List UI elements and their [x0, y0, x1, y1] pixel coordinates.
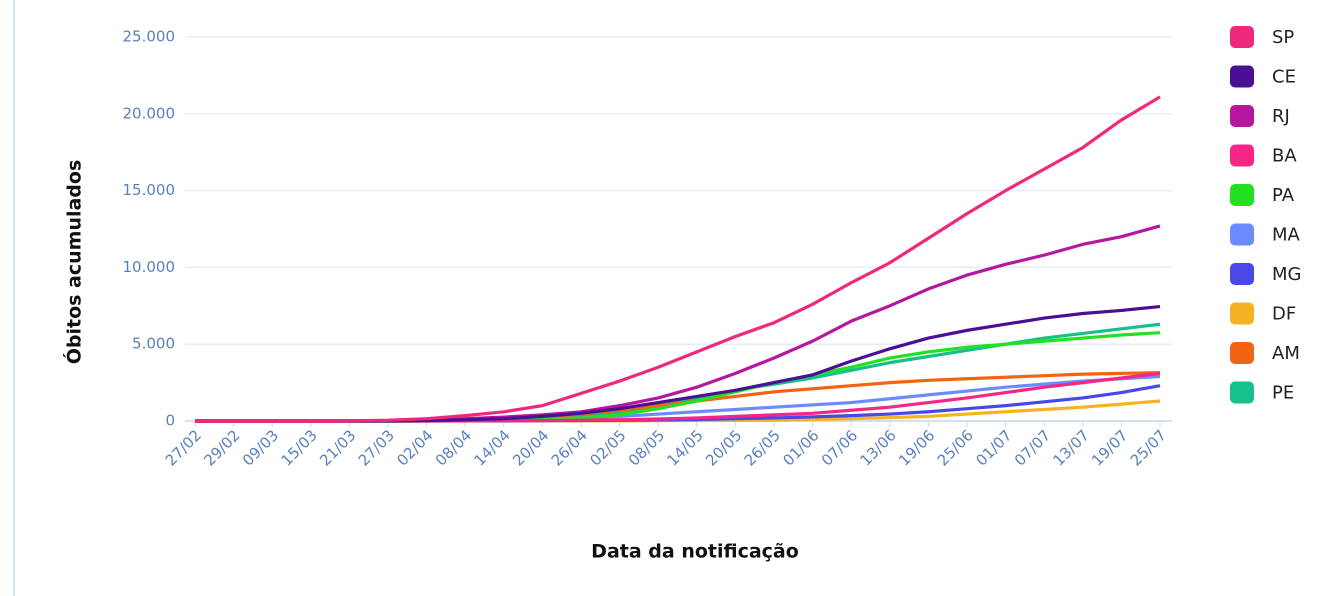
x-tick-label: 26/04	[548, 426, 591, 469]
y-axis-title: Óbitos acumulados	[62, 160, 86, 365]
legend-label: MA	[1272, 225, 1301, 246]
legend-label: PA	[1272, 185, 1295, 206]
legend-swatch	[1230, 302, 1254, 325]
x-tick-label: 07/06	[818, 426, 861, 469]
legend-swatch	[1230, 381, 1254, 404]
legend-label: MG	[1272, 264, 1301, 285]
x-tick-label: 13/07	[1050, 426, 1093, 469]
x-tick-label: 01/06	[779, 426, 822, 469]
x-tick-label: 09/03	[239, 426, 282, 469]
x-axis-title: Data da notificação	[591, 541, 799, 563]
x-tick-label: 14/04	[471, 426, 514, 469]
x-tick-label: 21/03	[316, 426, 359, 469]
legend-swatch	[1230, 342, 1254, 364]
legend-swatch	[1230, 65, 1254, 88]
x-tick-label: 07/07	[1011, 426, 1054, 469]
y-tick-label: 0	[165, 412, 175, 430]
y-tick-label: 5.000	[132, 335, 175, 353]
legend-swatch	[1230, 105, 1254, 127]
x-tick-label: 19/06	[895, 426, 938, 469]
legend-label: BA	[1272, 146, 1297, 167]
x-tick-label: 19/07	[1088, 426, 1131, 469]
x-tick-label: 27/03	[355, 426, 398, 469]
y-tick-label: 20.000	[123, 104, 176, 122]
x-tick-label: 27/02	[162, 426, 205, 469]
series-line	[195, 95, 1161, 423]
legend-swatch	[1230, 184, 1254, 206]
y-tick-label: 10.000	[123, 258, 176, 276]
x-tick-label: 14/05	[664, 426, 707, 469]
x-tick-label: 01/07	[972, 426, 1015, 469]
y-tick-label: 25.000	[123, 28, 176, 46]
legend-swatch	[1230, 263, 1254, 285]
x-tick-label: 02/05	[586, 426, 629, 469]
x-tick-label: 02/04	[393, 426, 436, 469]
legend-swatch	[1230, 223, 1254, 246]
legend-label: RJ	[1272, 106, 1290, 127]
x-tick-label: 08/04	[432, 426, 475, 469]
x-tick-label: 20/04	[509, 426, 552, 469]
x-tick-label: 08/05	[625, 426, 668, 469]
legend-swatch	[1230, 144, 1254, 167]
x-tick-label: 13/06	[857, 426, 900, 469]
x-tick-label: 25/06	[934, 426, 977, 469]
legend-swatch	[1230, 26, 1254, 48]
x-tick-label: 15/03	[278, 426, 321, 469]
legend-label: CE	[1272, 67, 1296, 88]
x-tick-label: 20/05	[702, 426, 745, 469]
legend-label: PE	[1272, 383, 1294, 404]
y-tick-label: 15.000	[123, 181, 176, 199]
legend-label: SP	[1272, 27, 1294, 48]
legend-label: DF	[1272, 304, 1296, 325]
x-tick-label: 26/05	[741, 426, 784, 469]
x-tick-label: 29/02	[200, 426, 243, 469]
x-tick-label: 25/07	[1127, 426, 1170, 469]
legend-label: AM	[1272, 343, 1300, 364]
